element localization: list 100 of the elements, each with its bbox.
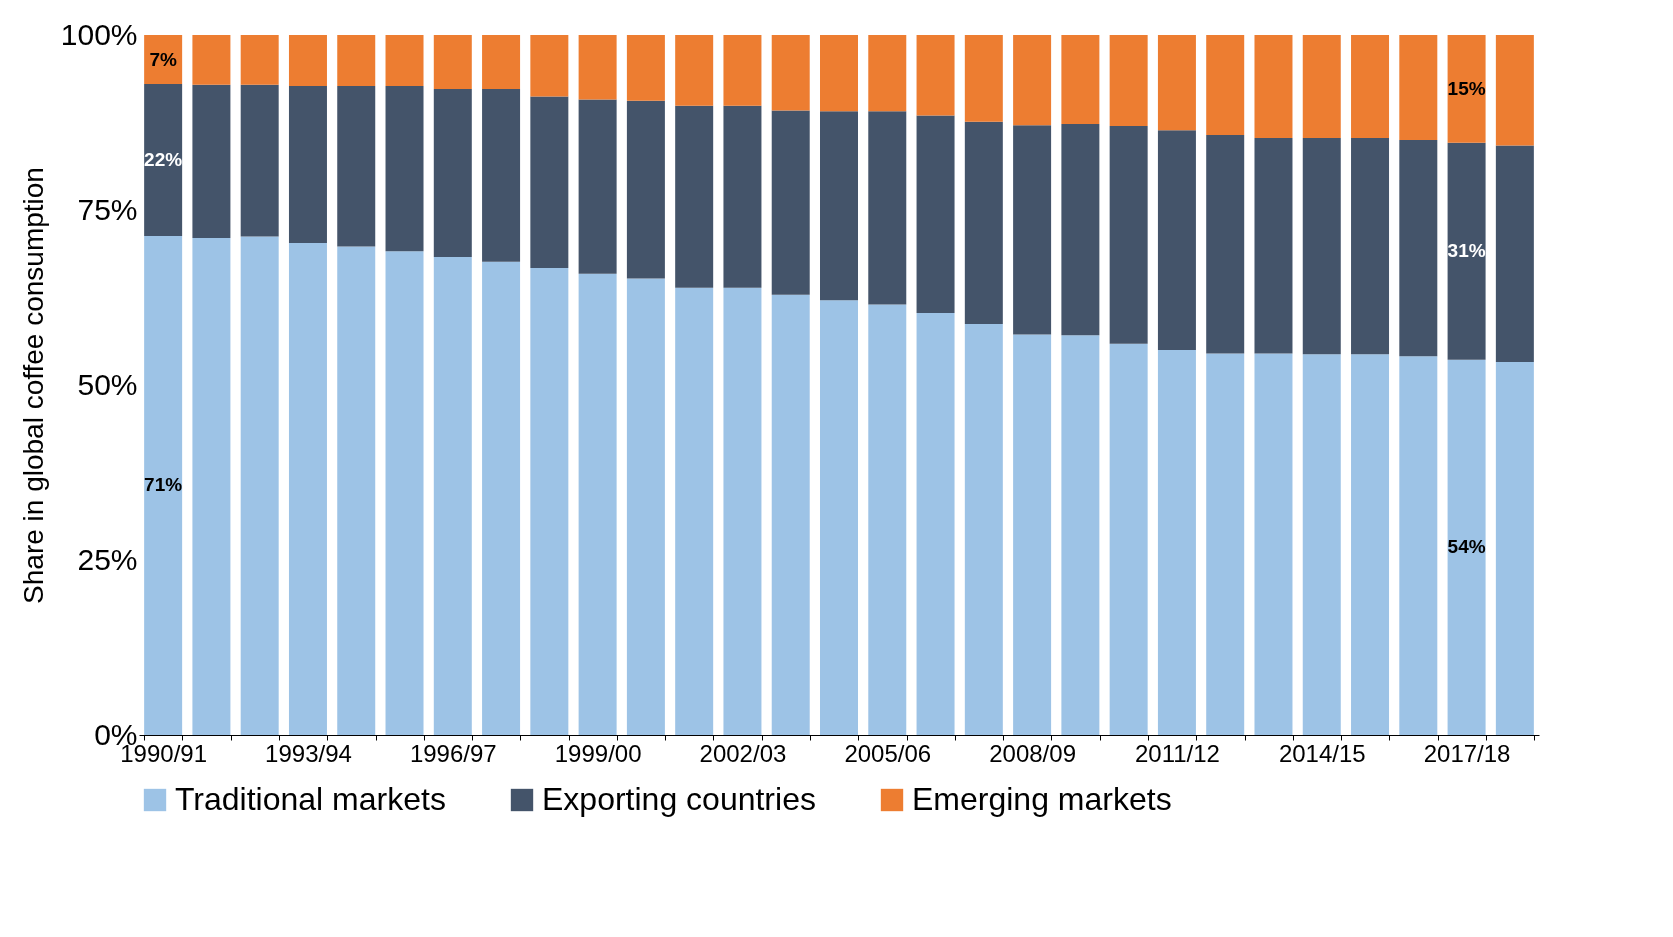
bar — [482, 261, 521, 735]
bar — [1157, 130, 1196, 350]
bar — [1302, 137, 1341, 355]
bar — [530, 96, 569, 269]
bar — [385, 35, 424, 87]
x-tick-label: 2011/12 — [1134, 739, 1220, 767]
bar — [288, 35, 327, 87]
bar — [675, 287, 714, 735]
y-axis-title: Share in global coffee consumption — [17, 167, 49, 604]
bar — [1302, 35, 1341, 138]
y-tick-label: 100% — [60, 17, 138, 51]
legend-label: Traditional markets — [175, 781, 446, 817]
annotation: 54% — [1447, 536, 1486, 558]
bar — [337, 246, 376, 735]
bar — [1302, 354, 1341, 735]
bar — [1013, 334, 1052, 735]
legend-label: Exporting countries — [542, 781, 816, 817]
bar — [1013, 35, 1052, 126]
bar — [144, 84, 183, 236]
bar — [1109, 343, 1148, 735]
bar — [1109, 126, 1148, 344]
bar — [578, 35, 617, 100]
bar — [482, 88, 521, 262]
bar — [1254, 137, 1293, 354]
annotation: 71% — [144, 474, 183, 496]
bar — [1157, 35, 1196, 131]
bar — [1061, 335, 1100, 735]
bar — [530, 35, 569, 97]
bar — [1495, 361, 1534, 735]
bar — [626, 35, 665, 101]
bar — [288, 242, 327, 735]
bar — [1495, 35, 1534, 146]
bar — [578, 99, 617, 274]
bar — [771, 35, 810, 111]
y-tick-label: 50% — [77, 367, 138, 401]
x-tick-label: 2005/06 — [844, 739, 932, 767]
bar — [433, 35, 472, 89]
bar — [240, 84, 279, 237]
bar — [626, 278, 665, 735]
bar — [964, 121, 1003, 325]
bar — [1351, 137, 1390, 355]
bar — [1351, 35, 1390, 138]
bar — [1447, 142, 1486, 360]
bar — [1061, 35, 1100, 124]
bar — [1206, 353, 1245, 735]
bar — [1157, 350, 1196, 735]
x-tick-label: 1996/97 — [409, 739, 497, 767]
bar — [626, 100, 665, 279]
bar — [868, 111, 907, 305]
bar — [1447, 359, 1486, 735]
bar — [578, 273, 617, 735]
bar — [1399, 356, 1438, 735]
bar — [240, 35, 279, 85]
bar — [964, 35, 1003, 122]
bar — [192, 35, 231, 85]
bar — [433, 256, 472, 735]
bar — [1351, 354, 1390, 735]
x-tick-label: 2017/18 — [1423, 739, 1511, 767]
bar — [1254, 353, 1293, 735]
y-tick-label: 75% — [77, 192, 138, 226]
annotation: 15% — [1447, 77, 1486, 99]
bar — [337, 86, 376, 247]
bar — [820, 111, 858, 301]
bar — [385, 251, 424, 735]
bar — [916, 115, 955, 313]
bar — [144, 235, 183, 735]
bar — [820, 300, 858, 735]
y-tick-label: 25% — [77, 542, 138, 576]
bar — [337, 35, 376, 87]
bar — [1399, 35, 1438, 140]
bar — [1399, 140, 1438, 357]
annotation: 7% — [149, 48, 177, 70]
bar — [192, 84, 231, 238]
x-tick-label: 2002/03 — [699, 739, 787, 767]
bar — [723, 287, 762, 735]
bar — [240, 236, 279, 735]
bar — [723, 105, 762, 288]
bar — [771, 110, 810, 295]
x-tick-label: 1999/00 — [554, 739, 642, 767]
bar — [482, 35, 521, 89]
bar — [723, 35, 762, 106]
bar — [1013, 125, 1052, 335]
annotation: 22% — [144, 148, 183, 170]
bar — [1495, 145, 1534, 362]
annotation: 31% — [1447, 240, 1486, 262]
bar — [1206, 35, 1245, 136]
bar — [385, 86, 424, 252]
bar — [1447, 35, 1486, 143]
bar — [530, 268, 569, 735]
bar — [868, 304, 907, 735]
x-tick-label: 2014/15 — [1278, 739, 1366, 767]
bar — [1109, 35, 1148, 126]
bar — [288, 86, 327, 243]
bar — [433, 88, 472, 257]
bar — [1254, 35, 1293, 138]
bar — [916, 35, 955, 116]
bar — [771, 294, 810, 735]
bar — [868, 35, 907, 112]
bar — [1061, 123, 1100, 336]
bar — [675, 105, 714, 288]
